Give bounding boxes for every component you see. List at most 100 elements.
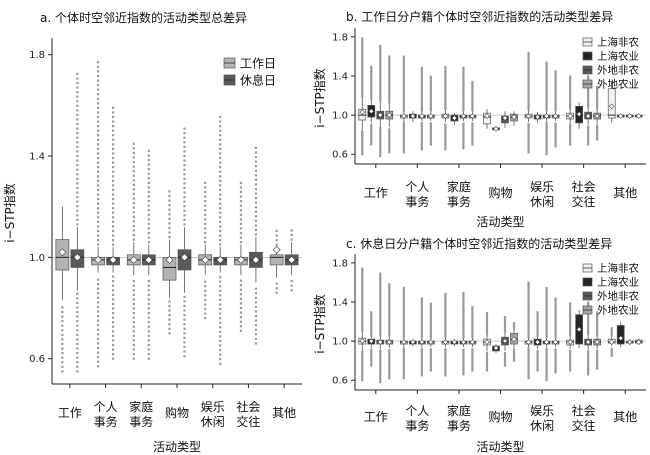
outlier-point (554, 300, 557, 304)
mean-marker (272, 245, 281, 254)
outlier-point (527, 313, 530, 316)
outlier-point (429, 304, 432, 307)
outlier-point (379, 295, 382, 298)
outlier-point (275, 287, 278, 290)
outlier-point (111, 129, 115, 132)
y-tick-label: 1.4 (332, 298, 348, 309)
outlier-point (402, 306, 405, 309)
outlier-point (527, 95, 530, 99)
outlier-point (545, 327, 548, 330)
outlier-point (536, 367, 539, 370)
outlier-point (536, 369, 539, 372)
outlier-point (554, 371, 557, 374)
outlier-point (388, 64, 391, 67)
outlier-point (183, 223, 186, 226)
outlier-point (388, 377, 391, 380)
outlier-point (183, 159, 186, 162)
panel-title: a. 个体时空邻近指数的活动类型总差异 (40, 10, 247, 25)
outlier-point (554, 129, 557, 132)
outlier-point (420, 314, 423, 318)
outlier-point (527, 101, 530, 104)
outlier-point (545, 350, 548, 354)
outlier-point (587, 327, 590, 331)
outlier-point (554, 329, 557, 332)
outlier-point (219, 220, 222, 223)
outlier-point (569, 127, 572, 130)
outlier-point (132, 192, 135, 196)
outlier-point (527, 133, 530, 136)
outlier-point (587, 362, 590, 365)
outlier-point (219, 197, 222, 201)
outlier-point (444, 322, 447, 326)
outlier-point (545, 347, 548, 350)
outlier-point (545, 95, 548, 98)
outlier-point (420, 68, 423, 71)
outlier-point (429, 364, 432, 367)
outlier-point (219, 147, 222, 151)
outlier-point (527, 307, 530, 311)
outlier-point (76, 86, 79, 89)
outlier-point (471, 93, 474, 96)
outlier-point (370, 81, 373, 84)
outlier-point (379, 126, 382, 130)
outlier-point (96, 356, 100, 359)
outlier-point (370, 355, 373, 358)
outlier-point (147, 231, 150, 235)
mean-marker (525, 339, 532, 345)
outlier-point (168, 231, 171, 234)
outlier-point (219, 175, 222, 178)
outlier-point (379, 87, 382, 90)
outlier-point (554, 82, 557, 85)
outlier-point (471, 353, 474, 356)
outlier-point (527, 130, 530, 133)
outlier-point (545, 121, 548, 124)
outlier-point (420, 304, 423, 307)
outlier-point (596, 365, 599, 368)
outlier-point (147, 222, 150, 225)
outlier-point (96, 351, 100, 354)
outlier-point (587, 87, 590, 90)
outlier-point (569, 98, 572, 101)
outlier-point (503, 364, 507, 367)
outlier-point (527, 349, 530, 352)
outlier-point (527, 290, 530, 293)
outlier-point (361, 146, 364, 149)
outlier-point (379, 133, 382, 137)
outlier-point (527, 361, 530, 364)
outlier-point (554, 124, 557, 127)
outlier-point (388, 145, 391, 149)
outlier-point (239, 306, 243, 310)
outlier-point (111, 152, 115, 155)
outlier-point (379, 71, 382, 74)
outlier-point (545, 314, 548, 318)
outlier-point (569, 131, 572, 134)
outlier-point (554, 127, 557, 130)
outlier-point (462, 86, 465, 89)
outlier-point (462, 98, 465, 101)
outlier-point (379, 57, 382, 60)
outlier-point (361, 135, 364, 138)
outlier-point (444, 123, 447, 126)
outlier-point (444, 349, 447, 352)
outlier-point (402, 124, 405, 127)
mean-marker (576, 111, 582, 117)
outlier-point (527, 329, 530, 332)
outlier-point (388, 321, 391, 325)
outlier-point (388, 359, 391, 362)
category-label: 购物 (488, 409, 512, 424)
outlier-point (147, 284, 150, 287)
outlier-point (219, 216, 222, 219)
outlier-point (239, 204, 243, 207)
legend-label: 上海农业 (597, 50, 639, 63)
outlier-point (527, 124, 530, 127)
outlier-point (527, 81, 530, 84)
outlier-point (527, 357, 530, 361)
outlier-point (147, 172, 150, 175)
outlier-point (361, 377, 364, 380)
category-label: 个人 (405, 404, 429, 418)
outlier-point (569, 141, 572, 144)
outlier-point (471, 349, 474, 353)
outlier-point (462, 107, 465, 110)
outlier-point (361, 139, 364, 142)
